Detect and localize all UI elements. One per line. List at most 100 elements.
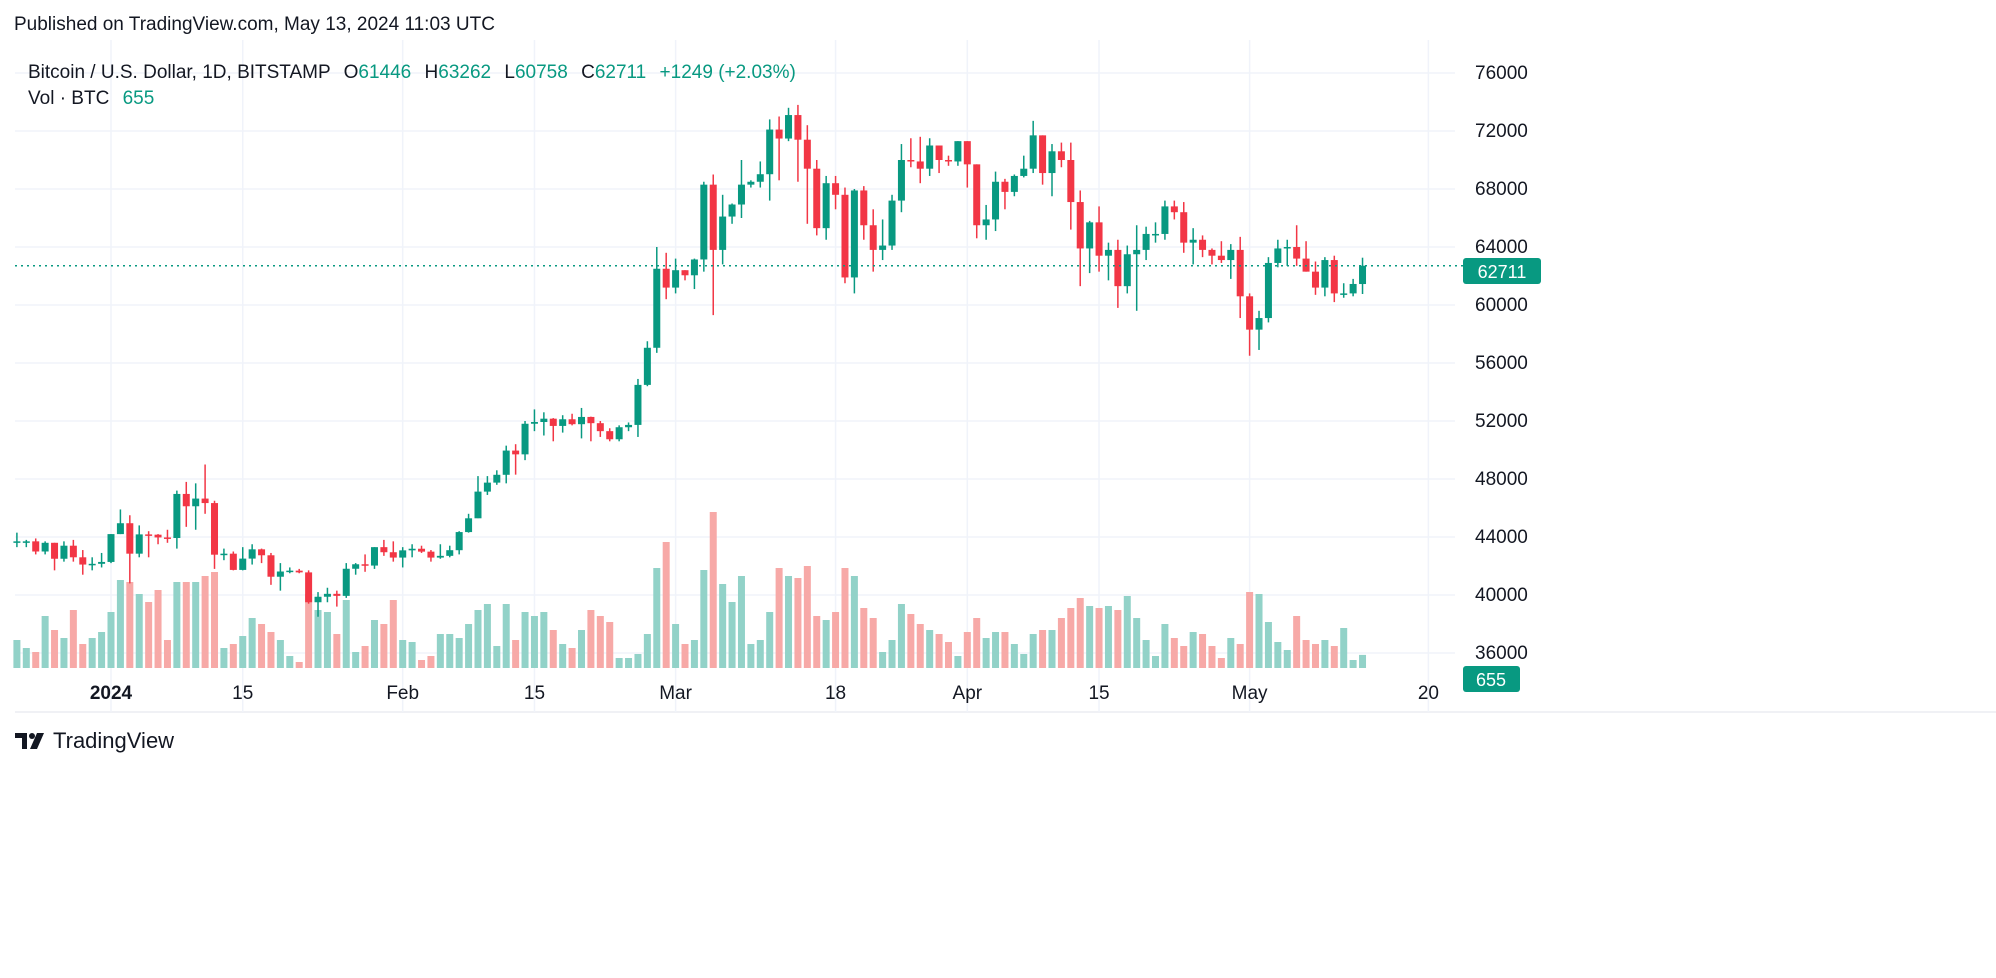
candle [1067, 142, 1075, 230]
candle-body [465, 518, 473, 533]
volume-bar [399, 640, 407, 668]
candle-body [672, 270, 680, 288]
candle [832, 175, 840, 210]
volume-bar [606, 622, 614, 668]
volume-bar [841, 568, 849, 668]
candle [1199, 235, 1207, 258]
candle-body [474, 491, 482, 519]
volume-bar [107, 612, 115, 668]
volume-bar [98, 632, 106, 668]
candle-body [1311, 271, 1319, 288]
candle-body [267, 555, 275, 577]
last-volume-label: 655 [1476, 670, 1506, 690]
volume-bar [1264, 622, 1272, 668]
tradingview-logo[interactable]: TradingView [15, 728, 174, 754]
candle [408, 544, 416, 558]
volume-bar [728, 602, 736, 668]
volume-bar [747, 644, 755, 668]
volume-bar [775, 568, 783, 668]
candle [1020, 155, 1028, 178]
candle [709, 174, 717, 316]
candle-body [662, 268, 670, 288]
candle [474, 476, 482, 519]
candle [963, 141, 971, 188]
volume-bar [643, 634, 651, 668]
candle [1123, 245, 1131, 294]
candle [1349, 278, 1357, 297]
candle [916, 136, 924, 184]
volume-bar [568, 648, 576, 668]
volume-bar [1086, 606, 1094, 668]
candle-body [370, 547, 378, 566]
candle-body [1227, 249, 1235, 261]
candle-body [813, 168, 821, 229]
candle-body [1095, 222, 1103, 256]
volume-bar [549, 630, 557, 668]
volume-bar [333, 634, 341, 668]
candle [1001, 178, 1009, 210]
volume-bar [578, 630, 585, 668]
candle [342, 563, 350, 598]
candle [794, 104, 802, 182]
candle-body [1321, 260, 1329, 288]
volume-bar [1048, 630, 1056, 668]
candle [1302, 241, 1310, 272]
volume-bar [1236, 644, 1244, 668]
candle-body [775, 129, 783, 139]
volume-bar [286, 656, 294, 668]
published-caption: Published on TradingView.com, May 13, 20… [14, 14, 495, 35]
price-tick-label: 72000 [1475, 121, 1528, 142]
candle-body [1057, 151, 1065, 160]
candle [182, 481, 190, 527]
volume-bar [1029, 634, 1037, 668]
volume-bar [615, 658, 623, 668]
candle [493, 470, 501, 485]
candle [323, 587, 331, 603]
volume-bar [483, 604, 491, 668]
candle-body [1170, 206, 1178, 213]
symbol-title[interactable]: Bitcoin / U.S. Dollar, 1D, BITSTAMP [28, 62, 331, 83]
volume-bar [1246, 592, 1254, 668]
candle-body [794, 115, 802, 140]
candle [1076, 190, 1084, 287]
candle [596, 421, 604, 437]
volume-title[interactable]: Vol · BTC [28, 88, 110, 109]
time-axis: 2024 15 Feb 15 Mar 18 Apr 15 May 20 [90, 683, 1439, 704]
candle [944, 155, 952, 166]
candle [32, 538, 40, 555]
candle [728, 203, 736, 224]
volume-bar [13, 640, 21, 668]
candle-body [323, 593, 331, 597]
price-tick-label: 60000 [1475, 295, 1528, 316]
candle [154, 534, 162, 545]
volume-bar [126, 582, 134, 668]
time-tick-label: Mar [659, 683, 692, 704]
time-tick-label: Apr [953, 683, 983, 704]
candle [145, 531, 153, 558]
candle-body [389, 552, 397, 558]
volume-bar [79, 644, 87, 668]
brand-name: TradingView [53, 728, 175, 753]
time-tick-label: May [1232, 683, 1268, 704]
candle-body [1330, 260, 1338, 294]
candle [643, 341, 651, 387]
candle-body [897, 160, 905, 201]
candle [427, 550, 435, 562]
candle [530, 409, 538, 432]
price-tick-label: 64000 [1475, 237, 1528, 258]
volume-bar [512, 640, 520, 668]
time-tick-label: 15 [1088, 683, 1109, 704]
candle-body [944, 160, 952, 162]
volume-bar [163, 640, 171, 668]
price-tick-label: 48000 [1475, 469, 1528, 490]
volume-bar [380, 624, 388, 668]
candle-body [220, 553, 228, 556]
candle [568, 413, 576, 426]
candle [662, 252, 670, 300]
volume-bar [1274, 642, 1282, 668]
volume-bar [700, 570, 708, 668]
volume-bar [370, 620, 378, 668]
volume-bar [879, 652, 887, 668]
volume-bar [897, 604, 905, 668]
